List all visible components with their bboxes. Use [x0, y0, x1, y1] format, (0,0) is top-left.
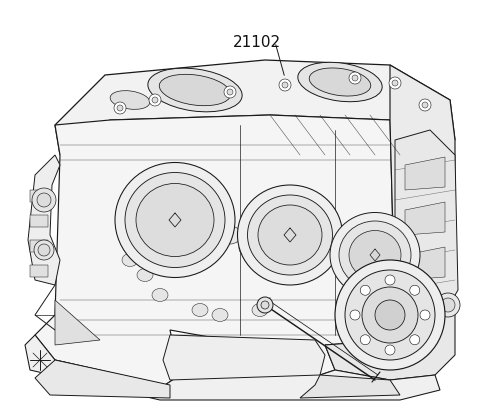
- Polygon shape: [30, 240, 48, 252]
- Ellipse shape: [110, 90, 150, 109]
- Ellipse shape: [339, 221, 411, 289]
- Ellipse shape: [136, 183, 214, 256]
- Circle shape: [352, 75, 358, 81]
- Circle shape: [410, 335, 420, 345]
- Polygon shape: [390, 65, 455, 330]
- Polygon shape: [25, 335, 440, 400]
- Ellipse shape: [148, 68, 242, 112]
- Circle shape: [441, 298, 455, 312]
- Ellipse shape: [337, 256, 359, 274]
- Ellipse shape: [258, 205, 322, 265]
- Circle shape: [385, 345, 395, 355]
- Circle shape: [282, 82, 288, 88]
- Ellipse shape: [115, 163, 235, 277]
- Polygon shape: [30, 265, 48, 277]
- Ellipse shape: [239, 239, 261, 257]
- Polygon shape: [395, 130, 458, 330]
- Circle shape: [350, 310, 360, 320]
- Ellipse shape: [137, 269, 153, 281]
- Polygon shape: [30, 190, 48, 202]
- Circle shape: [32, 188, 56, 212]
- Circle shape: [389, 77, 401, 89]
- Polygon shape: [405, 157, 445, 190]
- Ellipse shape: [322, 243, 344, 261]
- Circle shape: [152, 97, 158, 103]
- Polygon shape: [55, 60, 455, 155]
- Circle shape: [436, 293, 460, 317]
- Circle shape: [149, 94, 161, 106]
- Polygon shape: [163, 335, 325, 380]
- Ellipse shape: [349, 231, 401, 279]
- Ellipse shape: [330, 213, 420, 297]
- Ellipse shape: [152, 289, 168, 301]
- Circle shape: [349, 72, 361, 84]
- Circle shape: [38, 244, 50, 256]
- Polygon shape: [35, 360, 170, 398]
- Polygon shape: [405, 202, 445, 235]
- Circle shape: [410, 285, 420, 295]
- Ellipse shape: [252, 304, 268, 317]
- Circle shape: [261, 301, 269, 309]
- Text: 21102: 21102: [233, 35, 281, 50]
- Circle shape: [375, 300, 405, 330]
- Circle shape: [345, 270, 435, 360]
- Ellipse shape: [298, 62, 382, 102]
- Polygon shape: [30, 215, 48, 227]
- Polygon shape: [28, 155, 60, 285]
- Ellipse shape: [125, 173, 225, 267]
- Circle shape: [224, 86, 236, 98]
- Circle shape: [227, 89, 233, 95]
- Circle shape: [385, 275, 395, 285]
- Polygon shape: [300, 375, 400, 398]
- Ellipse shape: [159, 74, 231, 106]
- Circle shape: [117, 105, 123, 111]
- Ellipse shape: [219, 226, 241, 244]
- Ellipse shape: [192, 304, 208, 317]
- Circle shape: [419, 99, 431, 111]
- Ellipse shape: [122, 254, 138, 266]
- Circle shape: [392, 80, 398, 86]
- Ellipse shape: [309, 68, 371, 96]
- Circle shape: [422, 102, 428, 108]
- Ellipse shape: [248, 195, 333, 275]
- Polygon shape: [35, 115, 395, 385]
- Circle shape: [34, 240, 54, 260]
- Polygon shape: [405, 247, 445, 280]
- Circle shape: [335, 260, 445, 370]
- Circle shape: [420, 310, 430, 320]
- Polygon shape: [325, 290, 455, 380]
- Circle shape: [114, 102, 126, 114]
- Ellipse shape: [212, 309, 228, 322]
- Circle shape: [279, 79, 291, 91]
- Circle shape: [360, 335, 370, 345]
- Circle shape: [37, 193, 51, 207]
- Circle shape: [362, 287, 418, 343]
- Polygon shape: [55, 300, 100, 345]
- Circle shape: [257, 297, 273, 313]
- Circle shape: [360, 285, 370, 295]
- Ellipse shape: [238, 185, 343, 285]
